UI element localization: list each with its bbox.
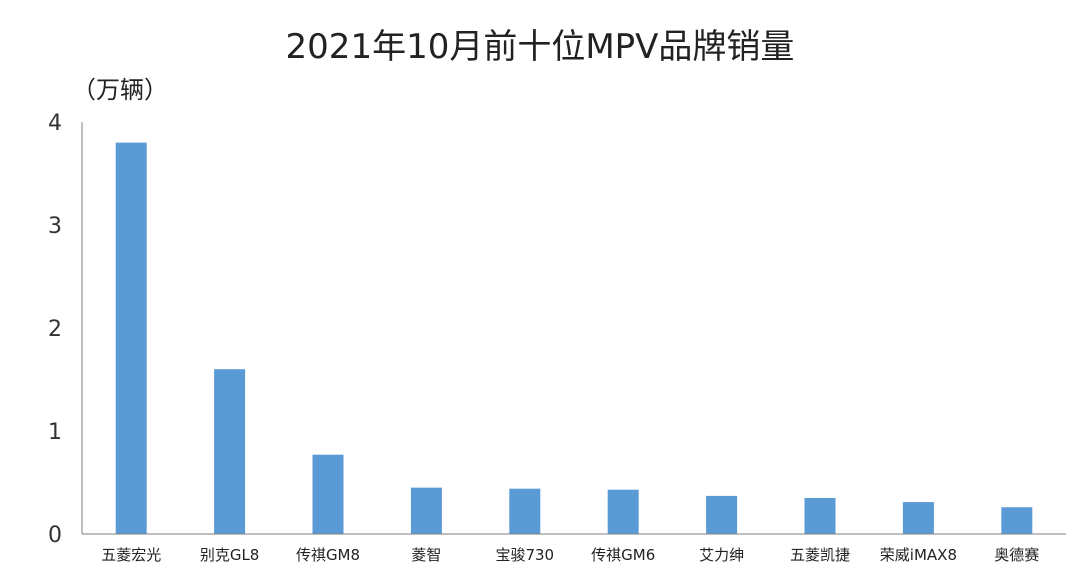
x-tick-label: 别克GL8	[200, 546, 260, 564]
bar	[115, 142, 147, 534]
bar	[804, 497, 836, 534]
x-tick-label: 传祺GM6	[591, 546, 655, 564]
y-tick-label: 2	[48, 317, 62, 342]
chart-title: 2021年10月前十位MPV品牌销量	[286, 27, 795, 67]
x-axis-ticks: 五菱宏光 别克GL8 传祺GM8 菱智 宝骏730 传祺GM6 艾力绅 五菱凯捷 荣威iMAX8…	[101, 546, 1039, 564]
x-tick-label: 菱智	[411, 546, 441, 564]
x-tick-label: 荣威iMAX8	[880, 546, 957, 564]
y-tick-label: 1	[48, 420, 62, 445]
x-tick-label: 宝骏730	[495, 546, 554, 564]
y-axis-ticks: 0 1 2 3 4	[48, 111, 62, 548]
x-tick-label: 传祺GM8	[296, 546, 360, 564]
x-tick-label: 艾力绅	[699, 546, 744, 564]
y-tick-label: 3	[48, 214, 62, 239]
bar	[312, 454, 344, 534]
bar	[509, 488, 541, 534]
y-unit-label: （万辆）	[72, 76, 168, 104]
bar	[607, 489, 639, 534]
x-tick-label: 奥德赛	[994, 546, 1039, 564]
y-tick-label: 4	[48, 111, 62, 136]
x-tick-label: 五菱凯捷	[790, 546, 850, 564]
bar	[706, 495, 738, 534]
bar	[1001, 507, 1033, 534]
bar	[410, 487, 442, 534]
bar-group	[115, 142, 1033, 534]
bar	[214, 369, 246, 534]
x-tick-label: 五菱宏光	[101, 546, 161, 564]
y-tick-label: 0	[48, 523, 62, 548]
bar	[902, 502, 934, 534]
